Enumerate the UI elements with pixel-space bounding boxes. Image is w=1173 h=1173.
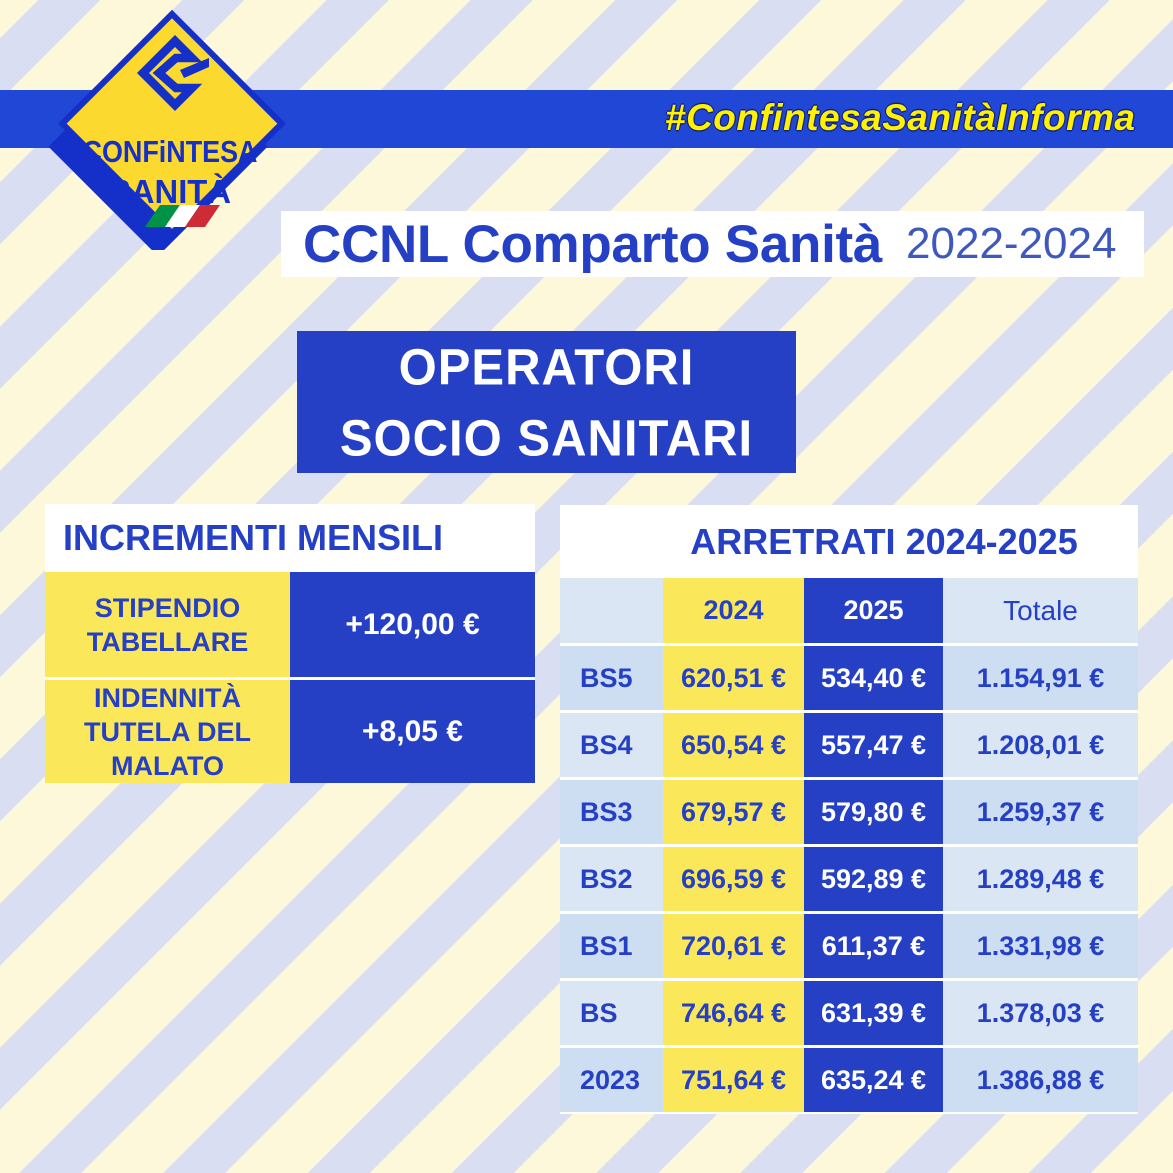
svg-text:CONFiNTESA: CONFiNTESA <box>83 134 258 169</box>
svg-text:SANITÀ: SANITÀ <box>109 173 231 210</box>
